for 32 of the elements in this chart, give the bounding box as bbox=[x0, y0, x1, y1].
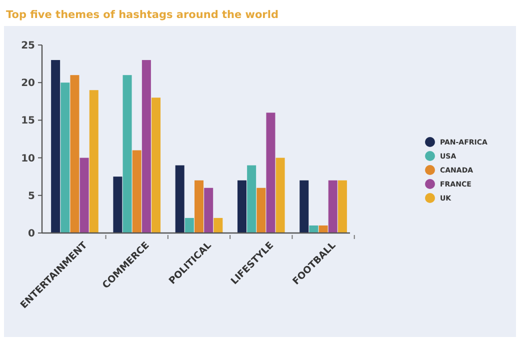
y-tick-label: 0 bbox=[28, 228, 36, 240]
bar bbox=[113, 176, 122, 233]
bar bbox=[328, 180, 338, 233]
bar bbox=[70, 75, 80, 233]
bar bbox=[142, 60, 151, 233]
bar bbox=[256, 188, 266, 233]
bar bbox=[214, 218, 223, 233]
bar bbox=[184, 218, 194, 233]
chart-title: Top five themes of hashtags around the world bbox=[6, 9, 278, 21]
bar bbox=[204, 188, 214, 233]
y-tick-label: 10 bbox=[21, 153, 36, 164]
bar bbox=[309, 225, 318, 233]
bar bbox=[152, 98, 161, 233]
bar bbox=[80, 158, 89, 233]
bar bbox=[237, 180, 246, 233]
bar bbox=[276, 158, 285, 233]
bar bbox=[122, 75, 132, 233]
bar bbox=[89, 90, 98, 233]
y-tick-label: 5 bbox=[28, 190, 36, 202]
bar bbox=[194, 180, 204, 233]
y-tick-label: 25 bbox=[21, 40, 36, 52]
y-tick-label: 20 bbox=[21, 78, 36, 90]
bar bbox=[51, 60, 60, 233]
bar bbox=[318, 225, 328, 233]
bar bbox=[266, 112, 276, 233]
bar bbox=[300, 180, 309, 233]
y-tick-label: 15 bbox=[21, 116, 36, 127]
bar bbox=[338, 180, 347, 233]
bar bbox=[175, 165, 184, 233]
bar bbox=[60, 82, 70, 233]
bar bbox=[132, 150, 142, 233]
bar bbox=[247, 165, 256, 233]
